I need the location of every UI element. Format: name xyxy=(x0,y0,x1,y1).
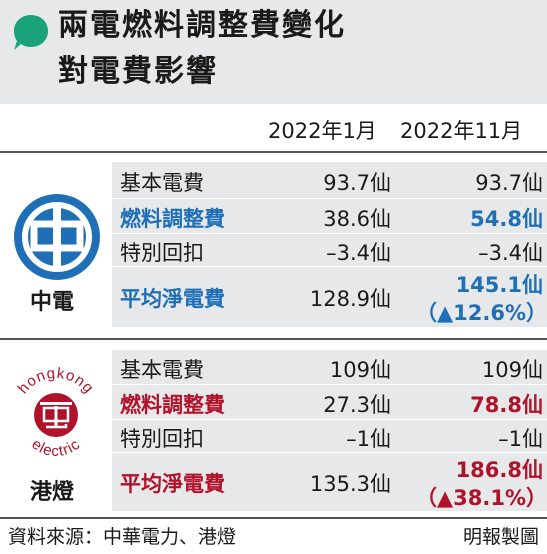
row-separator xyxy=(112,419,547,420)
hke-logo-ring-bottom: electric xyxy=(28,436,82,460)
value-nov: 109仙 xyxy=(481,358,543,382)
value-nov: 145.1仙 xyxy=(455,273,543,297)
row-label: 平均淨電費 xyxy=(120,287,225,311)
row-separator xyxy=(112,452,547,453)
row-label: 基本電費 xyxy=(120,171,204,195)
row-separator xyxy=(112,266,547,267)
hke-logo-ring-top: hongkong xyxy=(15,365,97,397)
change-badge: （▲12.6%） xyxy=(415,301,547,325)
svg-text:hongkong: hongkong xyxy=(15,365,98,397)
column-header-nov: 2022年11月 xyxy=(400,119,523,143)
hke-logo-icon: hongkong electric xyxy=(15,365,98,460)
row-label: 基本電費 xyxy=(120,358,204,382)
source-note: 資料來源：中華電力、港燈 xyxy=(8,526,237,548)
page-subtitle: 對電費影響 xyxy=(58,54,218,89)
table-row: 平均淨電費 135.3仙 186.8仙 （▲38.1%） xyxy=(112,453,547,511)
table-row: 基本電費 109仙 109仙 xyxy=(112,350,547,384)
divider xyxy=(0,338,547,340)
value-jan: 128.9仙 xyxy=(309,287,391,311)
table-row: 基本電費 93.7仙 93.7仙 xyxy=(112,162,547,198)
table-row: 燃料調整費 38.6仙 54.8仙 xyxy=(112,199,547,233)
value-jan: 93.7仙 xyxy=(323,171,391,195)
value-jan: –1仙 xyxy=(346,427,391,451)
value-nov: –1仙 xyxy=(498,427,543,451)
value-nov: 54.8仙 xyxy=(470,207,543,231)
clp-name: 中電 xyxy=(30,290,75,315)
table-row: 特別回扣 –1仙 –1仙 xyxy=(112,420,547,452)
row-separator xyxy=(112,233,547,234)
row-label: 燃料調整費 xyxy=(120,393,225,417)
row-label: 特別回扣 xyxy=(120,427,204,451)
credit-note: 明報製圖 xyxy=(462,526,539,548)
table-row: 特別回扣 –3.4仙 –3.4仙 xyxy=(112,234,547,266)
clp-logo-icon xyxy=(14,194,100,280)
value-jan: 135.3仙 xyxy=(309,472,391,496)
hke-name: 港燈 xyxy=(30,480,75,505)
value-nov: 78.8仙 xyxy=(470,393,543,417)
value-nov: 186.8仙 xyxy=(455,458,543,482)
svg-text:electric: electric xyxy=(28,436,83,460)
speech-bubble-icon xyxy=(14,15,48,50)
row-label: 特別回扣 xyxy=(120,241,204,265)
divider xyxy=(0,517,547,519)
column-header-jan: 2022年1月 xyxy=(268,119,377,143)
row-separator xyxy=(112,198,547,199)
table-row: 平均淨電費 128.9仙 145.1仙 （▲12.6%） xyxy=(112,267,547,327)
table-row: 燃料調整費 27.3仙 78.8仙 xyxy=(112,385,547,419)
value-nov: –3.4仙 xyxy=(478,241,543,265)
row-label: 燃料調整費 xyxy=(120,207,225,231)
value-jan: 38.6仙 xyxy=(323,207,391,231)
header-band: 兩電燃料調整費變化 對電費影響 xyxy=(0,0,547,104)
row-label: 平均淨電費 xyxy=(120,472,225,496)
value-nov: 93.7仙 xyxy=(475,171,543,195)
value-jan: –3.4仙 xyxy=(326,241,391,265)
row-separator xyxy=(112,384,547,385)
page-title: 兩電燃料調整費變化 xyxy=(58,8,346,43)
change-badge: （▲38.1%） xyxy=(415,486,547,510)
divider xyxy=(0,151,547,153)
value-jan: 27.3仙 xyxy=(323,393,391,417)
value-jan: 109仙 xyxy=(329,358,391,382)
